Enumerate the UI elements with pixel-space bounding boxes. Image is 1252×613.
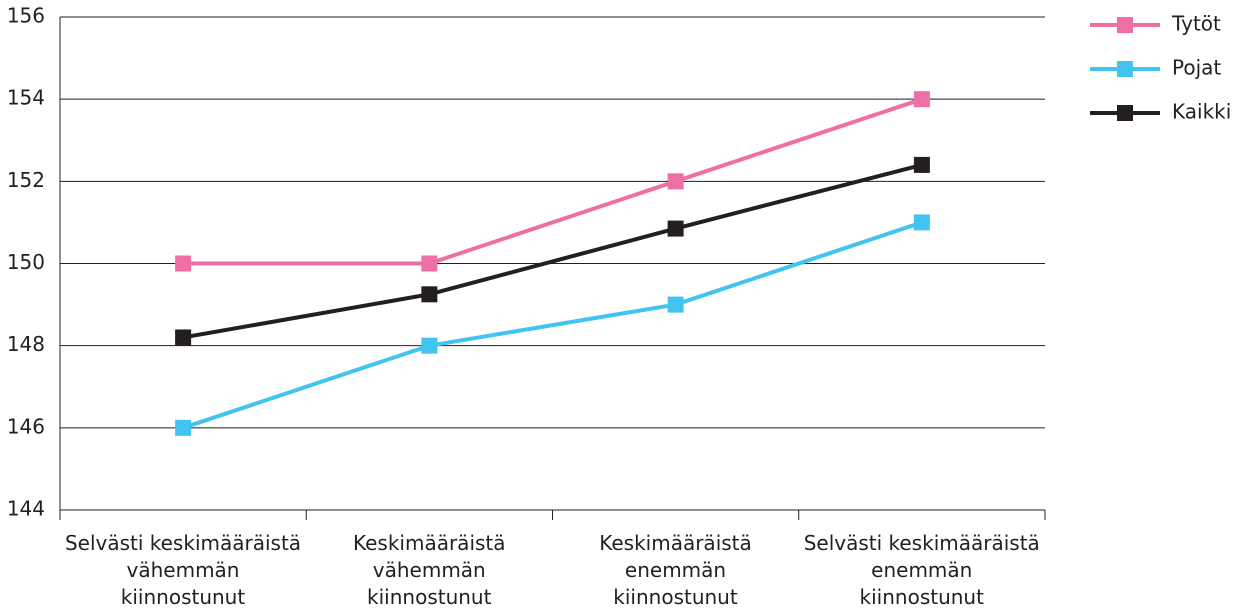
point bbox=[667, 173, 684, 190]
legend-marker bbox=[1117, 105, 1133, 121]
x-tick-label: Keskimääräistä enemmän kiinnostunut bbox=[599, 531, 752, 609]
point bbox=[175, 255, 192, 272]
y-tick-label: 144 bbox=[7, 497, 45, 521]
x-tick-label: Selvästi keskimääräistä enemmän kiinnost… bbox=[803, 531, 1040, 609]
point bbox=[421, 337, 438, 354]
point bbox=[175, 329, 192, 346]
x-tick-label: Keskimääräistä vähemmän kiinnostunut bbox=[352, 531, 506, 609]
legend-label: Pojat bbox=[1172, 56, 1221, 80]
y-tick-label: 154 bbox=[7, 86, 45, 110]
legend-label: Tytöt bbox=[1171, 12, 1221, 36]
x-tick-label: Selvästi keskimääräistä vähemmän kiinnos… bbox=[64, 531, 302, 609]
series-line bbox=[182, 162, 923, 340]
point bbox=[667, 296, 684, 313]
y-tick-label: 152 bbox=[7, 168, 45, 192]
y-tick-label: 148 bbox=[7, 332, 45, 356]
point bbox=[913, 156, 930, 173]
y-tick-label: 150 bbox=[7, 250, 45, 274]
point bbox=[667, 220, 684, 237]
point bbox=[421, 286, 438, 303]
point bbox=[421, 255, 438, 272]
point bbox=[175, 419, 192, 436]
legend-marker bbox=[1117, 61, 1133, 77]
point bbox=[913, 214, 930, 231]
series-line bbox=[183, 97, 923, 266]
point bbox=[913, 91, 930, 108]
y-tick-label: 146 bbox=[7, 414, 45, 438]
legend-marker bbox=[1117, 17, 1133, 33]
y-tick-label: 156 bbox=[7, 4, 45, 28]
series-line bbox=[182, 220, 923, 430]
legend-label: Kaikki bbox=[1172, 100, 1231, 124]
